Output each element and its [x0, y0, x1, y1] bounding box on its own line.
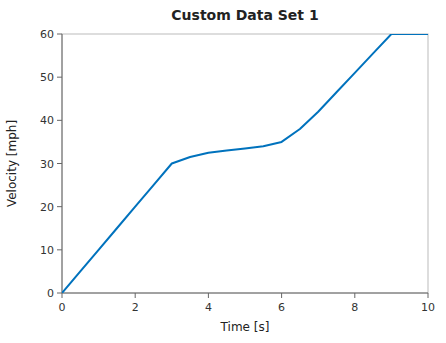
tick-mark: [57, 249, 62, 250]
tick-label: 50: [40, 71, 54, 84]
tick-mark: [354, 293, 355, 298]
tick-mark: [57, 120, 62, 121]
tick-mark: [57, 163, 62, 164]
axes: 0 2 4 6 8 10 0 10 20 30 40 50 60: [40, 28, 435, 314]
tick-label: 0: [47, 287, 54, 300]
tick-mark: [57, 206, 62, 207]
tick-label: 10: [421, 301, 435, 314]
tick-label: 2: [132, 301, 139, 314]
series: [62, 34, 428, 293]
tick-label: 60: [40, 28, 54, 41]
tick-label: 4: [205, 301, 212, 314]
tick-mark: [208, 293, 209, 298]
y-axis-line: [62, 34, 63, 293]
tick-label: 8: [351, 301, 358, 314]
tick-label: 6: [278, 301, 285, 314]
tick-mark: [281, 293, 282, 298]
x-axis-label: Time [s]: [220, 320, 270, 334]
tick-mark: [57, 34, 62, 35]
tick-label: 10: [40, 244, 54, 257]
tick-label: 20: [40, 201, 54, 214]
tick-mark: [428, 293, 429, 298]
line: [62, 34, 428, 293]
tick-mark: [57, 77, 62, 78]
chart: 0 2 4 6 8 10 0 10 20 30 40 50 60 Custom Data Set 1 Tim…: [0, 0, 446, 343]
y-axis-label: Velocity [mph]: [5, 120, 19, 207]
tick-mark: [62, 293, 63, 298]
x-axis-line: [62, 293, 428, 294]
tick-label: 40: [40, 114, 54, 127]
tick-mark: [135, 293, 136, 298]
tick-mark: [57, 293, 62, 294]
tick-label: 30: [40, 158, 54, 171]
tick-label: 0: [59, 301, 66, 314]
title: Custom Data Set 1: [171, 7, 318, 23]
plot-area: [62, 34, 428, 293]
